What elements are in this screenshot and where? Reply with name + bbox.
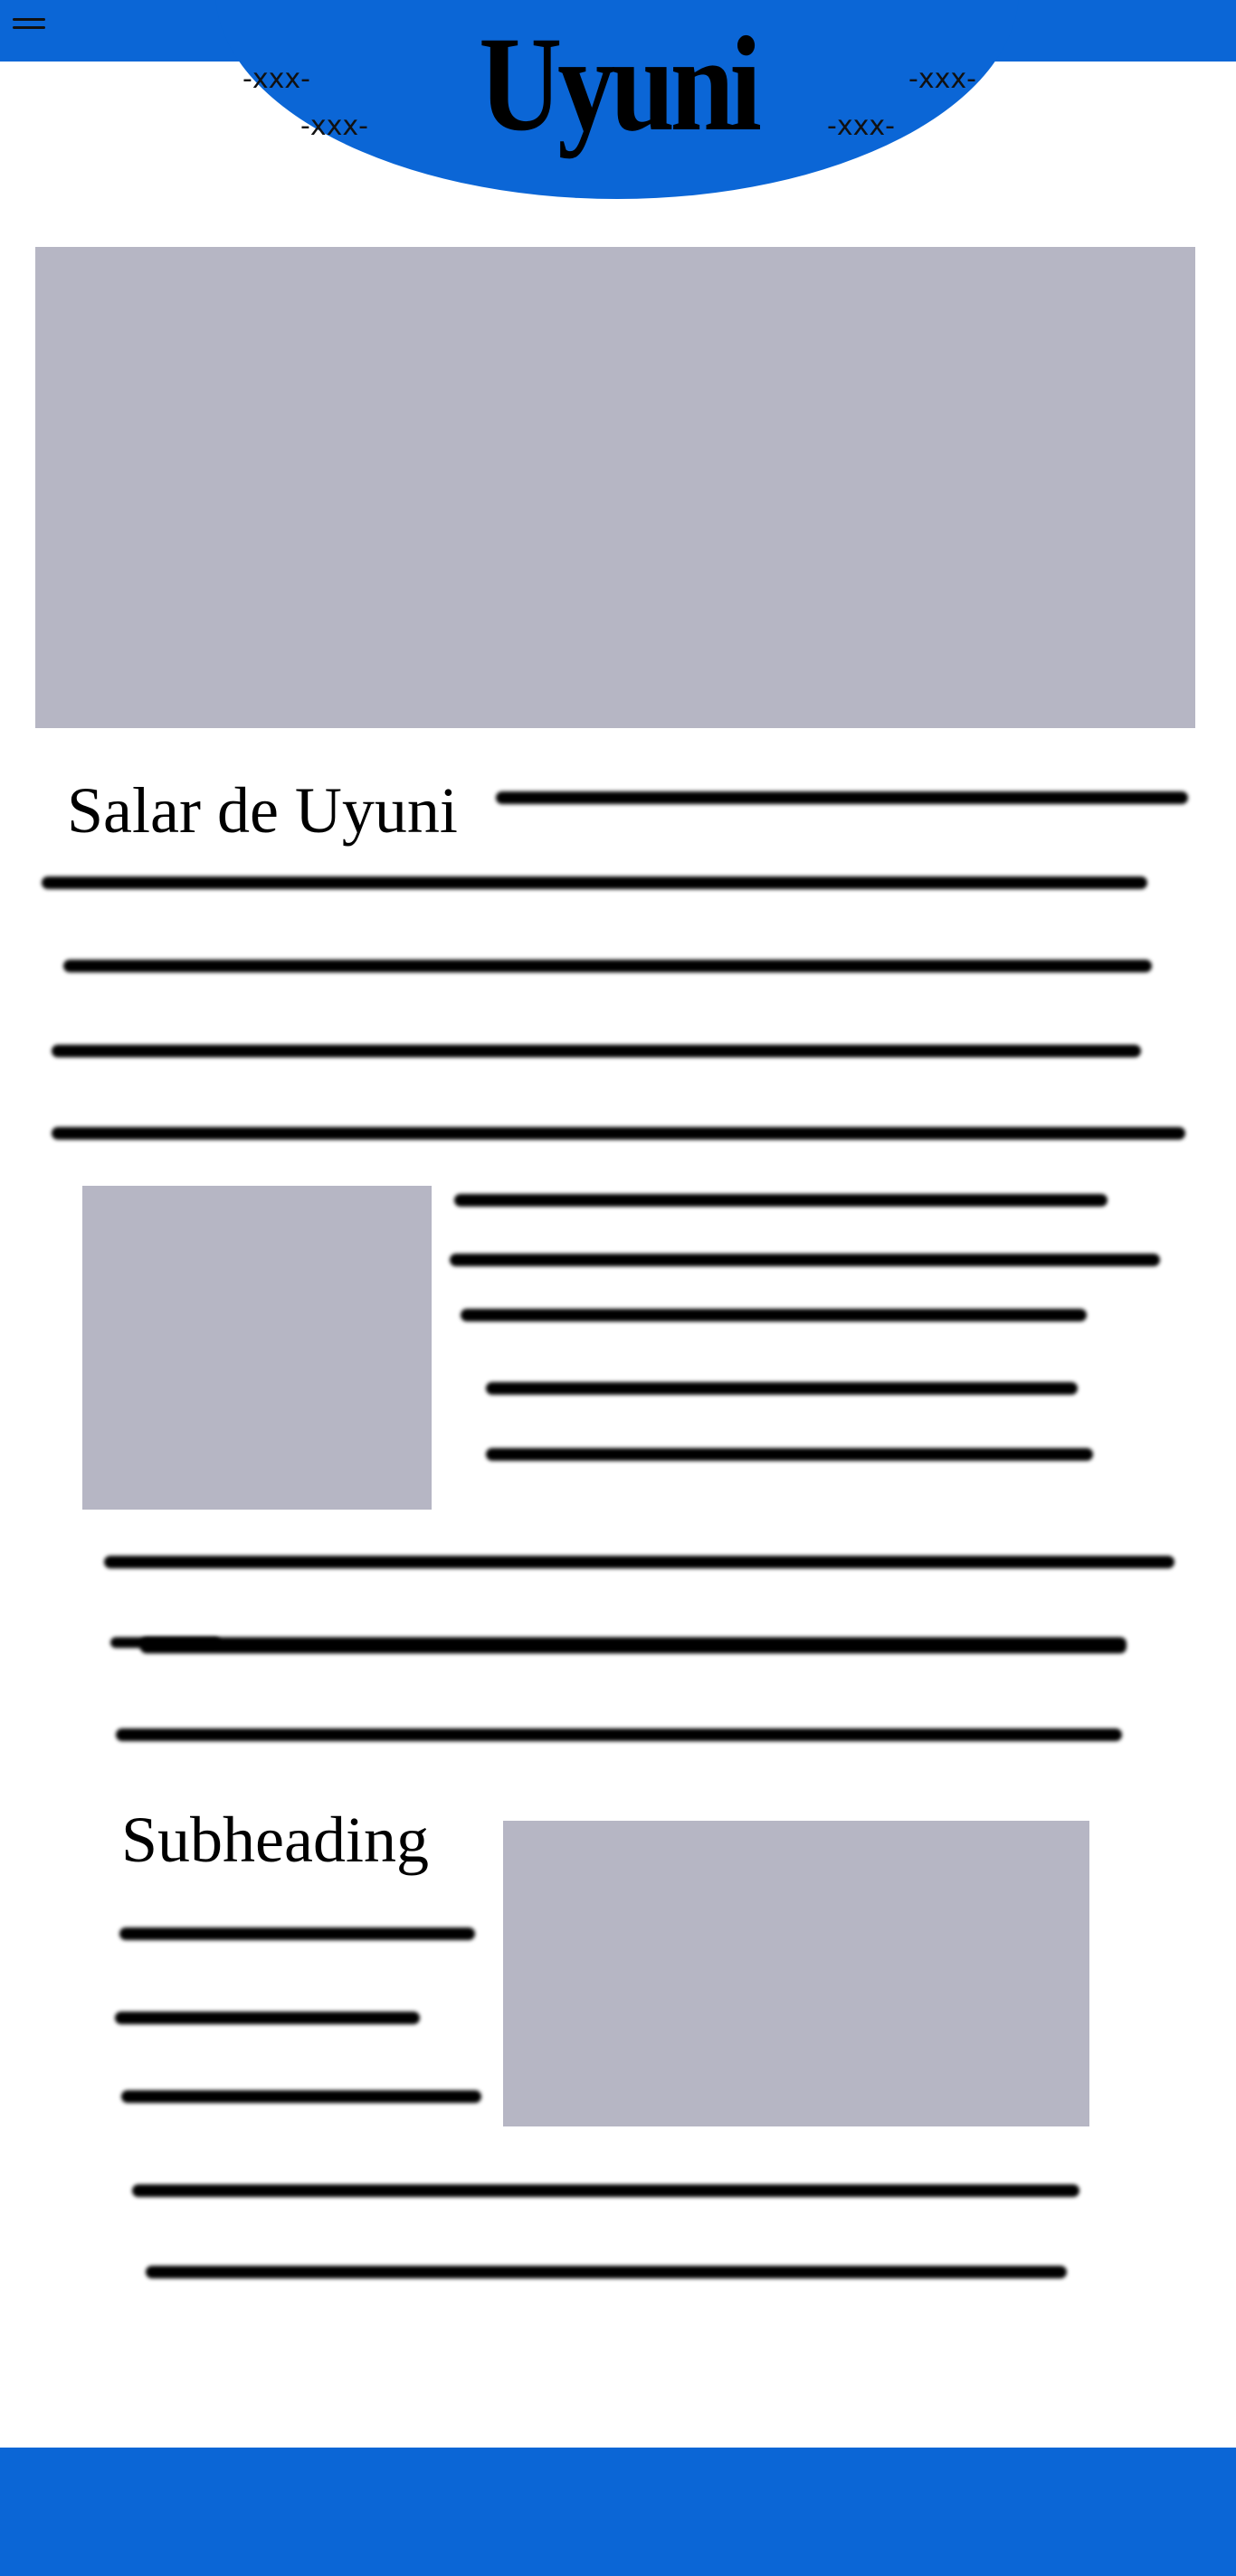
footer — [0, 2448, 1236, 2576]
text-line — [132, 2184, 1079, 2197]
text-line — [486, 1382, 1078, 1395]
text-line — [104, 1556, 1174, 1568]
page-title: Salar de Uyuni — [67, 774, 458, 847]
text-line — [461, 1309, 1087, 1321]
nav-link-4[interactable]: -xxx- — [827, 110, 895, 142]
nav-link-3[interactable]: -xxx- — [908, 63, 976, 95]
text-line — [119, 1927, 475, 1940]
text-line — [52, 1045, 1141, 1057]
menu-icon[interactable] — [13, 14, 45, 33]
text-line — [140, 1637, 1127, 1653]
text-line — [115, 2012, 420, 2024]
text-line — [450, 1254, 1160, 1266]
text-line — [121, 2090, 481, 2103]
site-logo[interactable]: Uyuni — [479, 9, 762, 159]
text-line — [116, 1728, 1122, 1741]
nav-link-1[interactable]: -xxx- — [242, 63, 310, 95]
hero-image — [35, 247, 1195, 728]
text-line — [42, 876, 1147, 889]
subheading: Subheading — [121, 1804, 429, 1876]
text-line — [146, 2266, 1067, 2278]
text-line — [496, 791, 1188, 804]
section-image — [503, 1821, 1089, 2126]
inline-image — [82, 1186, 432, 1510]
text-line — [63, 960, 1152, 972]
text-line — [454, 1194, 1108, 1207]
nav-link-2[interactable]: -xxx- — [300, 110, 368, 142]
text-line — [52, 1127, 1185, 1140]
text-line — [486, 1448, 1093, 1461]
